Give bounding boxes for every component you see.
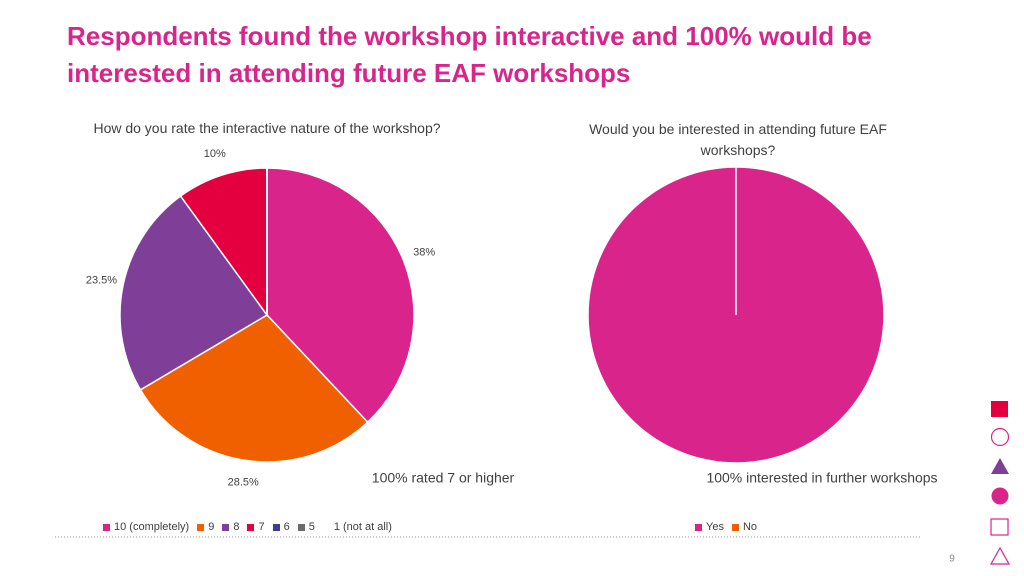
legend-label: 9 (208, 521, 215, 533)
deco-square (991, 401, 1008, 417)
deco-triangle-outline (989, 546, 1011, 565)
pie-slice (179, 167, 268, 318)
legend-label: 8 (233, 521, 240, 533)
legend-item: 10 (completely) (103, 521, 189, 533)
legend-marker (297, 523, 305, 531)
data-label: 10% (204, 148, 226, 160)
legend-item: No (731, 521, 758, 533)
legend-item: 7 (247, 521, 265, 533)
pie-slice (139, 314, 369, 463)
deco-circle (990, 427, 1010, 447)
deco-square-outline (990, 518, 1009, 536)
data-label: 28.5% (228, 476, 259, 488)
deco-triangle (991, 458, 1009, 474)
pie-slice (119, 195, 269, 391)
legend-marker (222, 523, 230, 531)
legend-label: No (742, 521, 758, 533)
legend-label: 7 (258, 521, 265, 533)
chart-title: Would you be interested in attending fut… (589, 121, 887, 158)
legend-marker (695, 523, 702, 531)
pie-slice (266, 167, 415, 424)
legend-marker (197, 523, 205, 531)
legend: 10 (completely) 9 8 7 6 5 1 (not at all) (103, 521, 392, 533)
legend-label: 10 (completely) (114, 521, 190, 533)
legend-item: 6 (272, 521, 290, 533)
legend-label: 6 (283, 521, 290, 533)
legend-marker (247, 523, 255, 531)
legend-marker (731, 523, 739, 531)
data-label: 23.5% (86, 275, 117, 287)
legend-item: 8 (222, 521, 239, 533)
deco-dot (991, 487, 1009, 505)
legend-item: Yes (695, 521, 724, 533)
legend-marker (272, 523, 280, 531)
annotation: 100% interested in further workshops (706, 470, 937, 486)
legend-label: 1 (not at all) (333, 521, 392, 533)
legend-marker (322, 523, 330, 531)
legend-item: 1 (not at all) (322, 521, 392, 533)
legend-marker (103, 523, 110, 531)
page-number: 9 (949, 554, 955, 565)
data-label: 38% (413, 247, 435, 259)
legend-label: Yes (706, 521, 724, 533)
annotation: 100% rated 7 or higher (372, 470, 515, 486)
chart-title: How do you rate the interactive nature o… (93, 120, 441, 136)
legend: Yes No (695, 521, 757, 533)
legend-label: 5 (308, 521, 315, 533)
legend-item: 5 (297, 521, 315, 533)
slide-title: Respondents found the workshop interacti… (67, 21, 872, 88)
legend-item: 9 (197, 521, 214, 533)
